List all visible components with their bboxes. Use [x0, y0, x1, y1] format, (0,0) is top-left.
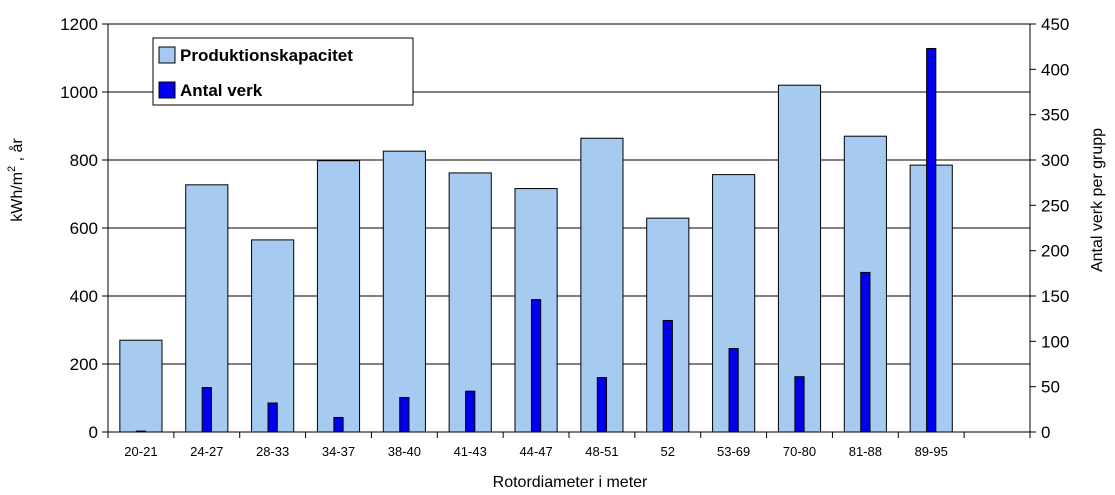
left-tick-label: 600 — [70, 219, 98, 238]
left-tick-label: 1000 — [60, 83, 98, 102]
left-axis-title: kWh/m2 , år — [6, 138, 26, 222]
left-tick-label: 400 — [70, 287, 98, 306]
x-tick-label: 52 — [661, 444, 675, 459]
right-tick-label: 50 — [1041, 378, 1060, 397]
bar-turbines — [333, 416, 344, 433]
right-tick-label: 400 — [1041, 60, 1069, 79]
legend-box — [152, 37, 414, 106]
bar-production — [777, 84, 822, 433]
legend-label-production: Produktionskapacitet — [180, 46, 353, 65]
bar-turbines — [201, 387, 212, 433]
bar-turbines — [399, 397, 410, 433]
x-tick-label: 53-69 — [717, 444, 750, 459]
right-tick-label: 250 — [1041, 196, 1069, 215]
x-tick-label: 81-88 — [849, 444, 882, 459]
right-tick-label: 350 — [1041, 106, 1069, 125]
x-tick-label: 28-33 — [256, 444, 289, 459]
left-tick-label: 0 — [89, 423, 98, 442]
x-tick-label: 24-27 — [190, 444, 223, 459]
legend-label-turbines: Antal verk — [180, 81, 263, 100]
x-tick-label: 44-47 — [519, 444, 552, 459]
x-tick-label: 34-37 — [322, 444, 355, 459]
left-axis-title-sup: 2 — [6, 166, 18, 172]
bar-turbines — [926, 47, 937, 433]
x-tick-label: 70-80 — [783, 444, 816, 459]
bar-turbines — [794, 376, 805, 433]
left-tick-label: 200 — [70, 355, 98, 374]
x-tick-label: 89-95 — [915, 444, 948, 459]
bar-turbines — [662, 319, 673, 433]
legend: Produktionskapacitet Antal verk — [152, 37, 414, 106]
legend-swatch-turbines — [158, 81, 176, 99]
x-axis-title: Rotordiameter i meter — [493, 474, 648, 491]
bar-production — [119, 339, 163, 433]
bar-production — [382, 150, 426, 433]
bar-production — [316, 160, 361, 433]
right-axis-title: Antal verk per grupp — [1089, 128, 1106, 272]
bar-turbines — [465, 390, 476, 433]
bar-turbines — [530, 299, 542, 433]
left-tick-label: 1200 — [60, 15, 98, 34]
bar-turbines — [267, 402, 278, 433]
left-axis-tick-labels: 0 200 400 600 800 1000 1200 — [60, 15, 98, 442]
left-axis-title-base: kWh/m — [9, 172, 26, 222]
bar-turbines — [860, 271, 871, 433]
right-tick-label: 200 — [1041, 242, 1069, 261]
x-tick-label: 20-21 — [124, 444, 157, 459]
axes — [102, 23, 1036, 438]
right-tick-label: 150 — [1041, 287, 1069, 306]
x-tick-label: 38-40 — [388, 444, 421, 459]
right-axis-tick-labels: 0 50 100 150 200 250 300 350 400 450 — [1041, 15, 1069, 442]
right-tick-label: 100 — [1041, 332, 1069, 351]
bar-production — [448, 172, 492, 433]
legend-swatch-production — [158, 46, 176, 64]
right-tick-label: 300 — [1041, 151, 1069, 170]
x-tick-label: 41-43 — [454, 444, 487, 459]
left-tick-label: 800 — [70, 151, 98, 170]
bar-turbines — [728, 348, 739, 433]
x-tick-label: 48-51 — [585, 444, 618, 459]
left-axis-title-tail: , år — [8, 138, 26, 166]
bar-production — [251, 239, 295, 433]
right-tick-label: 450 — [1041, 15, 1069, 34]
right-tick-label: 0 — [1041, 423, 1050, 442]
x-axis-tick-labels: 20-21 24-27 28-33 34-37 38-40 41-43 44-47 48-51… — [124, 444, 948, 459]
bar-turbines — [596, 377, 608, 433]
